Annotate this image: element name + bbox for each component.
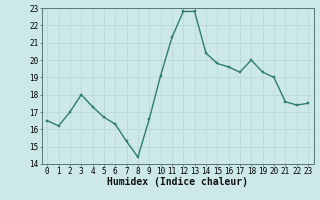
X-axis label: Humidex (Indice chaleur): Humidex (Indice chaleur) <box>107 177 248 187</box>
